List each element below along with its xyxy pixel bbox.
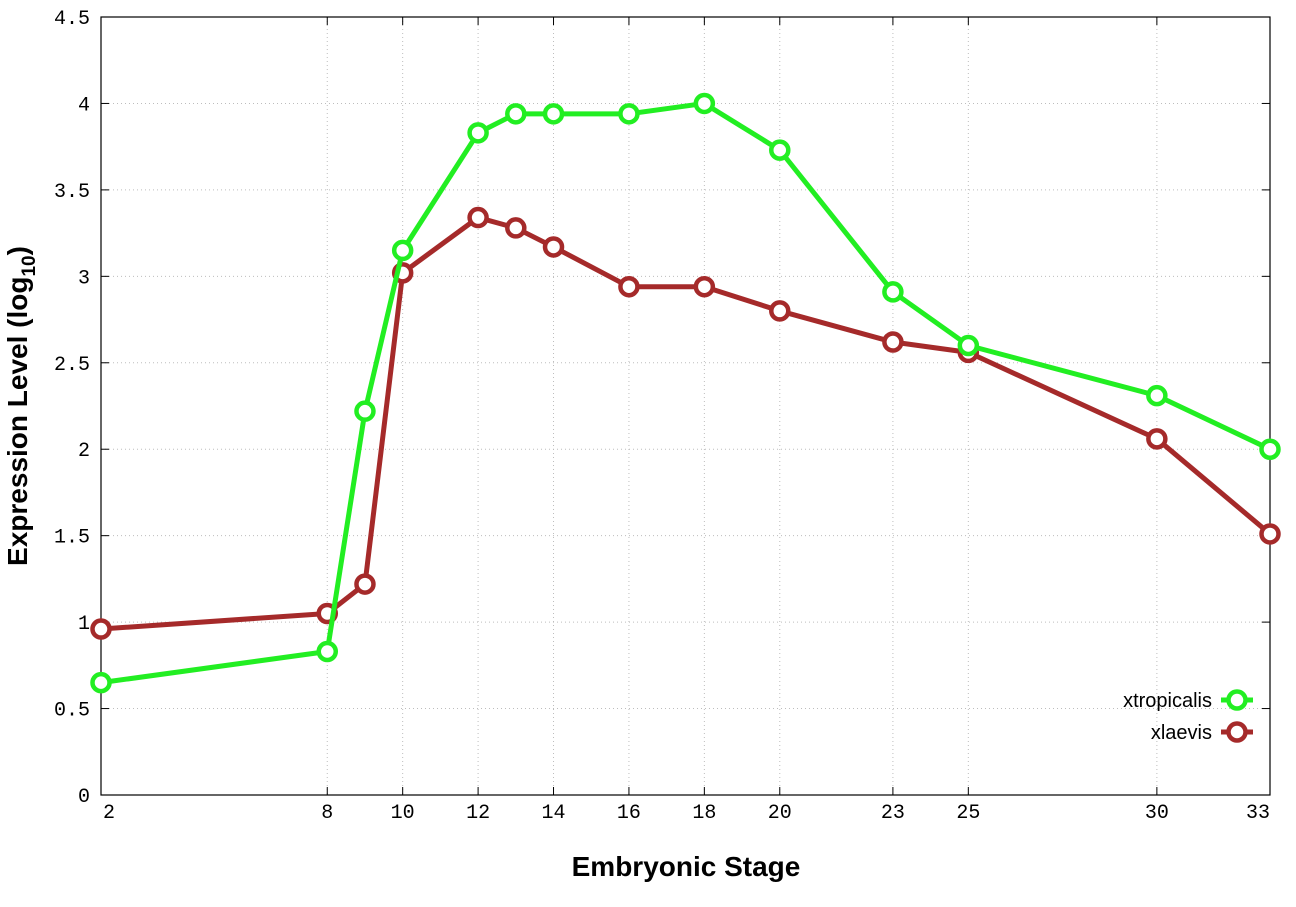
x-tick-label: 10 [391,802,415,825]
data-point [957,334,980,357]
data-point [467,122,489,144]
y-tick-label: 4.5 [54,8,90,31]
y-axis-title-main: Expression Level (log [2,277,33,566]
y-tick-label: 1.5 [54,527,90,550]
legend-item-xlaevis: xlaevis [1151,721,1253,744]
y-tick-label: 2 [78,440,90,463]
series-line [100,215,1272,632]
plot-frame [100,16,1271,796]
grid-lines [101,17,1270,795]
data-point [391,239,414,262]
y-axis-title: Expression Level (log10) [2,246,40,566]
x-axis-ticks: 2 8 10 12 14 16 18 20 23 25 30 33 [100,17,1271,825]
y-axis-ticks: 0 0.5 1 1.5 2 2.5 3 3.5 4 4.5 [54,8,1270,809]
x-tick-label: 12 [466,802,490,825]
series-xtropicalis [90,92,1281,694]
series-line [100,100,1272,686]
data-point [90,671,112,694]
x-tick-label: 16 [617,802,641,825]
data-point [1146,384,1168,407]
data-point [693,92,716,115]
legend-marker [1226,721,1248,743]
series-xlaevis [90,206,1281,640]
data-point [1259,523,1281,545]
y-tick-label: 0 [78,786,90,809]
x-tick-label: 30 [1145,802,1169,825]
x-tick-label: 23 [881,802,905,825]
x-tick-label: 8 [321,802,333,825]
x-tick-label: 20 [768,802,792,825]
data-point [505,103,527,125]
data-point [467,206,489,229]
y-tick-label: 3.5 [54,181,90,204]
data-point [542,103,565,125]
data-point [618,103,640,125]
y-tick-label: 1 [78,613,90,636]
legend-label: xlaevis [1151,722,1212,744]
x-tick-label: 25 [956,802,980,825]
data-point [505,217,527,239]
y-axis-title-subscript: 10 [19,255,40,276]
data-point [618,275,640,298]
x-tick-label: 33 [1246,802,1270,825]
y-tick-label: 4 [78,94,90,117]
data-point [316,640,339,663]
x-tick-label: 2 [103,802,115,825]
legend-marker [1226,689,1248,711]
data-point [882,331,904,353]
data-point [769,139,791,161]
data-point [1146,428,1168,450]
legend-label: xtropicalis [1123,690,1212,712]
legend-item-xtropicalis: xtropicalis [1123,689,1253,712]
data-point [542,236,565,258]
data-point [354,573,376,595]
data-point [882,281,904,303]
y-axis-title-close: ) [2,246,33,255]
data-point [693,275,716,298]
data-point [354,400,376,422]
y-tick-label: 0.5 [54,700,90,723]
series-layer [90,92,1281,694]
data-point [90,618,112,640]
y-tick-label: 2.5 [54,354,90,377]
legend: xtropicalis xlaevis [1123,689,1253,744]
data-point [769,300,791,322]
data-point [1259,438,1281,460]
x-tick-label: 18 [692,802,716,825]
x-tick-label: 14 [542,802,566,825]
x-axis-title: Embryonic Stage [572,851,801,882]
y-tick-label: 3 [78,267,90,290]
